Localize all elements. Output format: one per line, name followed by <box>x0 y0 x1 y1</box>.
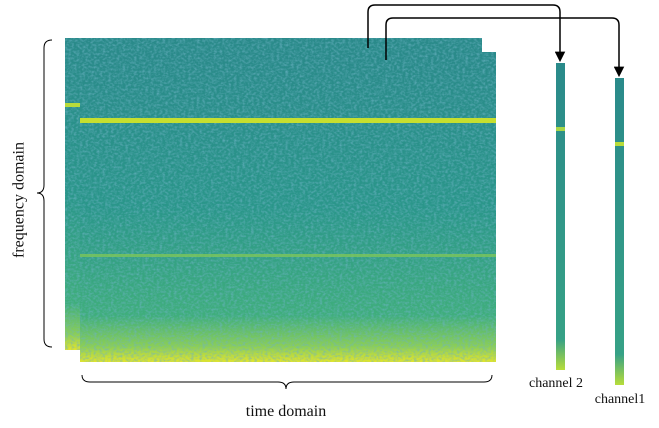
brace <box>36 39 53 348</box>
channel-1-strip <box>615 78 624 385</box>
channel-label: channel 2 <box>529 376 583 391</box>
axis-label: time domain <box>246 403 326 420</box>
arrow <box>385 17 625 78</box>
brace <box>81 374 493 390</box>
channel-label: channel1 <box>595 392 646 407</box>
channel-2-strip <box>556 63 565 370</box>
front-spectrogram <box>80 52 496 362</box>
axis-label: frequency domain <box>11 142 28 258</box>
arrow <box>367 4 566 63</box>
